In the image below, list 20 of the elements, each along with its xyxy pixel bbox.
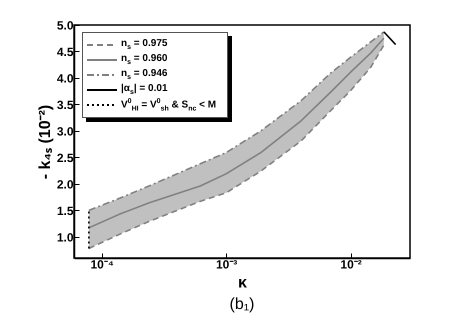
x-tick-label: 10⁻² (340, 258, 362, 272)
y-tick-label: 2.0 (56, 177, 74, 192)
y-tick-label: 3.5 (56, 98, 74, 112)
y-tick-label: 4.0 (56, 71, 74, 86)
y-tick-label: 2.5 (56, 150, 74, 165)
text: (b₁) (230, 296, 254, 313)
legend-label: n$_{s}$ = 0.946 (121, 68, 168, 81)
x-axis-title: κ (238, 274, 248, 292)
y-axis-title: - k₄ₛ (10⁻²) (36, 104, 54, 180)
legend-label: |α$_{s}$| = 0.01 (121, 83, 168, 96)
legend-label: n$_{s}$ = 0.960 (121, 53, 168, 66)
text: V$^{0}$$_{HI}$ = V$^{0}$$_{sh}$ & S$_{nc}$ < M (121, 98, 216, 112)
y-tick-label: 1.0 (56, 230, 74, 244)
x-tick-label: 10⁻³ (216, 258, 238, 272)
x-tick-label: 10⁻⁴ (90, 258, 114, 272)
y-tick-label: 4.5 (56, 44, 74, 59)
y-tick-label: 3.0 (56, 124, 74, 138)
legend-label: n$_{s}$ = 0.975 (121, 38, 168, 51)
y-tick-label: 1.5 (56, 204, 74, 218)
y-tick-label: 5.0 (56, 18, 74, 32)
